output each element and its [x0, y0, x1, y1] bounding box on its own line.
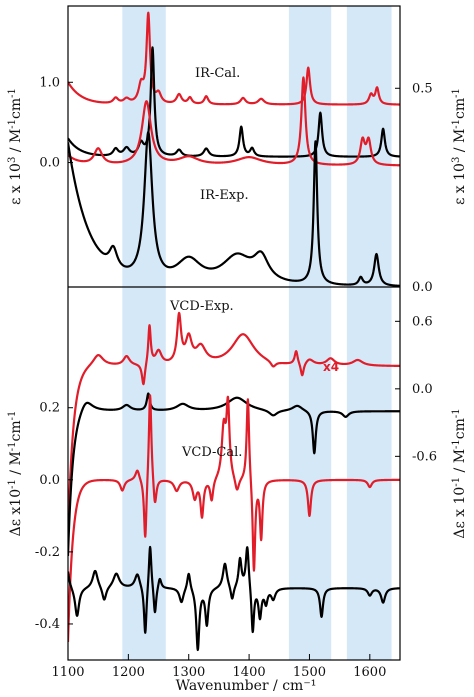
- ir-series-3: [68, 131, 400, 287]
- vcd-series-3: [68, 545, 400, 652]
- vcd-left-tick-label-3: -0.4: [35, 617, 60, 632]
- vcd-right-tick-label-2: -0.6: [412, 449, 437, 464]
- vcd-series-2: [68, 394, 400, 643]
- vcd-series-1: [68, 392, 400, 556]
- highlight-band-2: [346, 6, 392, 660]
- ir-right-tick-label-0: 0.0: [412, 280, 433, 295]
- ir-right-tick-label-1: 0.5: [412, 81, 433, 96]
- vcd-series-0: [68, 311, 400, 535]
- x4-label: x4: [323, 360, 339, 374]
- vcd-left-tick-label-2: -0.2: [35, 545, 60, 560]
- x-tick-label-1600: 1600: [353, 665, 386, 680]
- ir-left-axis-title: ε x 103 / M-1cm-1: [7, 88, 25, 205]
- vcd-left-axis-title: Δε x10-1 / M-1cm-1: [7, 411, 25, 537]
- ir-right-axis-title: ε x 103 / M-1cm-1: [451, 88, 469, 205]
- ir-left-tick-label-1: 1.0: [39, 75, 60, 90]
- vcd-left-tick-label-0: 0.2: [39, 401, 60, 416]
- plot-frames: [67, 5, 401, 661]
- ir-series-1: [68, 46, 400, 158]
- vcd-cal-label: VCD-Cal.: [181, 445, 242, 460]
- highlight-band-0: [122, 6, 166, 660]
- vcd-exp-label: VCD-Exp.: [169, 299, 234, 314]
- ir-exp-label: IR-Exp.: [200, 188, 249, 203]
- x-tick-label-1400: 1400: [233, 665, 266, 680]
- ir-left-tick-label-0: 0.0: [39, 156, 60, 171]
- x-axis-title: Wavenumber / cm⁻¹: [176, 678, 317, 694]
- vcd-right-tick-label-0: 0.6: [412, 314, 433, 329]
- spectra-curves: [68, 11, 400, 652]
- vcd-right-axis-title: Δε x 10-1 / M-1cm-1: [451, 408, 469, 538]
- vcd-left-tick-label-1: 0.0: [39, 473, 60, 488]
- ir-series-0: [68, 11, 400, 106]
- x-tick-label-1100: 1100: [51, 665, 84, 680]
- axis-ticks: 1100 1200 1300 1400 1500 1600 0.0 1.0 0.0 0.5 0.2 0…: [35, 75, 437, 680]
- axis-labels: IR-Cal. IR-Exp. VCD-Exp. VCD-Cal. x4 Wav…: [7, 66, 469, 694]
- ir-cal-label: IR-Cal.: [195, 66, 240, 81]
- x-tick-label-1500: 1500: [293, 665, 326, 680]
- highlight-band-1: [288, 6, 332, 660]
- outer-frame: [67, 5, 401, 661]
- vcd-right-tick-label-1: 0.0: [412, 382, 433, 397]
- x-tick-label-1300: 1300: [172, 665, 205, 680]
- x-tick-label-1200: 1200: [112, 665, 145, 680]
- ir-series-2: [68, 76, 400, 167]
